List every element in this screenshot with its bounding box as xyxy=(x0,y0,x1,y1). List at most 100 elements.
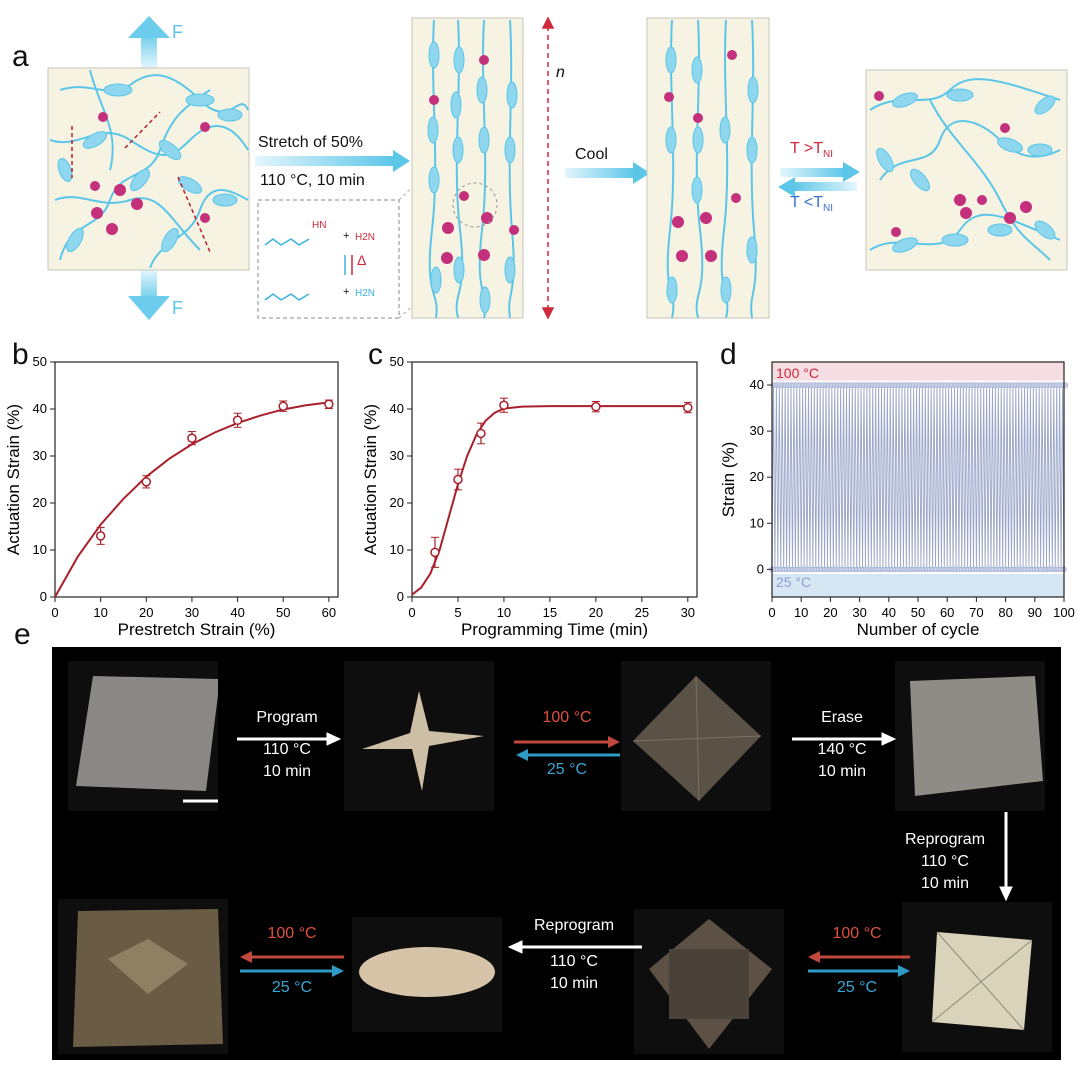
reprogram-bottom-label: Reprogram xyxy=(533,917,615,934)
program-label-group: Program 110 °C 10 min xyxy=(232,707,342,783)
y-tick-label: 10 xyxy=(750,515,764,530)
n-label: n xyxy=(556,64,565,81)
plot-frame xyxy=(411,361,698,598)
photo-actuated-square xyxy=(634,909,784,1054)
x-tick-label: 10 xyxy=(794,605,808,620)
x-axis-label: Programming Time (min) xyxy=(461,620,648,639)
data-point xyxy=(324,399,334,410)
x-tick-label: 0 xyxy=(51,605,58,620)
force-arrow-up xyxy=(128,16,170,68)
data-point xyxy=(232,415,243,426)
cool-back-label: T <T xyxy=(790,194,824,211)
x-tick-label: 20 xyxy=(823,605,837,620)
heat-arrow xyxy=(780,162,860,182)
y-tick-label: 40 xyxy=(390,401,404,416)
cool-back-arrow xyxy=(778,177,857,197)
heat-label-1: 100 °C xyxy=(542,709,592,726)
y-tick-label: 20 xyxy=(390,495,404,510)
y-axis-label: Actuation Strain (%) xyxy=(361,404,380,555)
panel-label-b: b xyxy=(12,338,29,371)
reprogram-right-temp: 110 °C xyxy=(921,853,969,870)
cool-back-condition-label: T <TNI xyxy=(790,194,833,214)
reprogram-bottom-temp: 110 °C xyxy=(550,953,598,970)
y-tick-label: 0 xyxy=(757,561,764,576)
photo-erased-sheet xyxy=(895,661,1045,811)
strain-cycle-line xyxy=(771,385,1065,570)
data-point xyxy=(141,477,152,487)
stretch-label: Stretch of 50% xyxy=(258,134,363,151)
x-tick-label: 0 xyxy=(408,605,415,620)
hot-band xyxy=(772,362,1064,381)
x-tick-label: 90 xyxy=(1028,605,1042,620)
y-tick-label: 40 xyxy=(750,377,764,392)
panel-a-schematic xyxy=(47,16,1068,320)
x-tick-label: 5 xyxy=(454,605,461,620)
x-tick-label: 0 xyxy=(768,605,775,620)
y-tick-label: 30 xyxy=(750,423,764,438)
y-axis-label: Strain (%) xyxy=(719,442,738,518)
y-axis-label: Actuation Strain (%) xyxy=(4,404,23,555)
reprogram-bottom-time: 10 min xyxy=(549,975,599,992)
x-tick-label: 20 xyxy=(589,605,603,620)
y-tick-label: 50 xyxy=(390,354,404,369)
mesogens-initial xyxy=(57,83,243,253)
reaction-amine-top: H2N xyxy=(355,232,376,243)
force-label-top: F xyxy=(172,22,183,42)
y-tick-label: 10 xyxy=(390,542,404,557)
panel-e-photos: Program 110 °C 10 min 100 °C 25 °C Erase… xyxy=(52,647,1061,1060)
reaction-plus-bottom: + xyxy=(343,286,350,298)
y-tick-label: 50 xyxy=(33,354,47,369)
reaction-amine-bottom: H2N xyxy=(355,288,376,299)
stretch-arrow xyxy=(255,150,410,172)
data-point xyxy=(499,400,509,410)
erase-label: Erase xyxy=(821,709,863,726)
panel-label-c: c xyxy=(368,338,383,371)
panel-label-a: a xyxy=(12,40,29,73)
x-tick-label: 60 xyxy=(322,605,336,620)
x-tick-label: 30 xyxy=(681,605,695,620)
x-tick-label: 100 xyxy=(1053,605,1075,620)
y-tick-label: 0 xyxy=(40,589,47,604)
x-tick-label: 15 xyxy=(543,605,557,620)
cool-label-2: 25 °C xyxy=(836,979,878,996)
fit-curve xyxy=(411,405,688,596)
heat-sub: NI xyxy=(823,149,834,161)
x-tick-label: 50 xyxy=(911,605,925,620)
photo-actuated-star xyxy=(621,661,771,811)
program-time: 10 min xyxy=(262,763,312,780)
chart-c: 0 5 10 15 20 25 30 0 10 20 30 40 50 Programming Time … xyxy=(361,354,698,639)
x-tick-label: 25 xyxy=(635,605,649,620)
x-tick-label: 10 xyxy=(497,605,511,620)
erase-temp: 140 °C xyxy=(817,741,867,758)
reprogram-right-time: 10 min xyxy=(920,875,970,892)
program-temp: 110 °C xyxy=(263,741,311,758)
reaction-structure xyxy=(264,238,310,301)
heat-label-2: 100 °C xyxy=(832,925,882,942)
data-point xyxy=(278,401,288,411)
cold-label: 25 °C xyxy=(776,574,811,590)
plot-frame xyxy=(54,361,339,598)
panel-label-e: e xyxy=(14,618,31,651)
force-arrow-down xyxy=(128,270,170,320)
data-point xyxy=(476,428,486,439)
erase-label-group: Erase 140 °C 10 min xyxy=(792,707,892,783)
data-point xyxy=(187,433,197,443)
y-tick-label: 40 xyxy=(33,401,47,416)
data-point xyxy=(683,402,693,413)
y-tick-label: 30 xyxy=(33,448,47,463)
cool-label-1: 25 °C xyxy=(546,761,588,778)
cold-band xyxy=(772,573,1064,597)
photo-reprogrammed-flower xyxy=(352,917,502,1032)
data-point xyxy=(591,401,601,412)
cool-arrow xyxy=(565,162,650,184)
photo-flat-sheet xyxy=(68,661,220,811)
heat-label: T >T xyxy=(790,140,824,157)
x-tick-label: 60 xyxy=(940,605,954,620)
y-tick-label: 20 xyxy=(33,495,47,510)
x-tick-label: 80 xyxy=(998,605,1012,620)
cool-label: Cool xyxy=(575,146,608,163)
x-tick-label: 30 xyxy=(852,605,866,620)
program-label: Program xyxy=(256,709,318,726)
x-tick-label: 30 xyxy=(185,605,199,620)
